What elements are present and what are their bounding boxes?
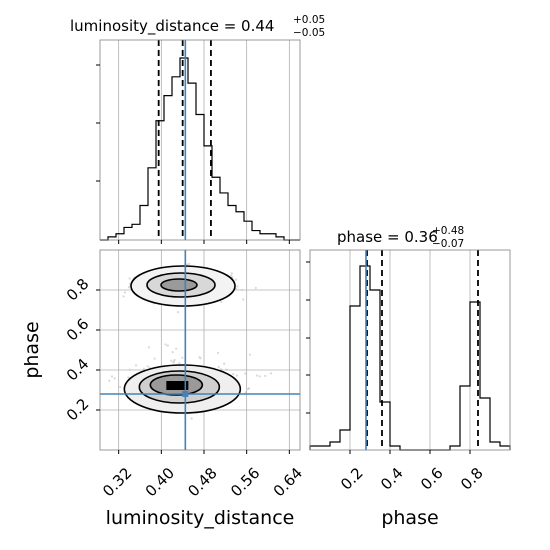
title-ld-main: luminosity_distance = 0.44 [70,17,274,36]
sample-point [255,374,259,377]
sample-point [176,311,180,314]
title-phase-main: phase = 0.36 [337,228,438,246]
sample-point [110,375,114,378]
title-phase-upper: +0.48 [432,225,464,237]
title-ld-upper: +0.05 [293,14,325,26]
sample-point [119,385,122,389]
y-tick-label-phase: 0.4 [63,355,93,385]
sample-point [190,417,193,420]
sample-point [142,367,146,370]
x-tick-label-luminosity-distance: 0.56 [227,464,263,500]
sample-point [186,263,189,266]
y-tick-label-phase: 0.8 [63,275,93,305]
sample-point [254,286,257,290]
sample-point [216,351,220,354]
sample-point [270,372,273,375]
x-tick-label-luminosity-distance: 0.64 [270,464,306,500]
sample-point [122,295,125,298]
sample-point [127,286,131,289]
x-tick-label-luminosity-distance: 0.32 [99,464,135,500]
sample-point [198,356,201,359]
sample-point [108,379,111,382]
y-tick-label-phase: 0.2 [63,395,93,425]
x-axis-label-phase: phase [381,507,438,529]
sample-point [230,272,233,275]
sample-point [230,274,233,277]
hist-phase-panel [306,249,511,454]
sample-point [235,287,238,291]
sample-point [175,347,178,350]
x-tick-label-luminosity-distance: 0.48 [184,464,220,500]
sample-point [217,365,220,369]
panel-frame [309,249,511,451]
panel-frame [99,249,301,451]
sample-point [164,343,167,346]
x-tick-label-phase: 0.6 [417,464,447,494]
sample-point [264,374,267,378]
density-peak [166,381,189,390]
sample-point [147,346,151,349]
sample-point [225,368,228,371]
x-tick-label-phase: 0.8 [457,464,487,494]
sample-point [220,368,223,371]
sample-point [123,291,127,294]
sample-point [128,277,131,280]
histogram-step-line [309,265,511,451]
sample-point [234,278,238,281]
contour-inner [160,278,198,292]
sample-point [134,364,138,367]
hist-luminosity-distance-panel [96,39,301,244]
sample-point [248,353,252,356]
sample-point [244,391,247,394]
sample-point [220,300,223,304]
sample-point [153,357,156,360]
density-2d-panel [96,249,301,454]
sample-point [241,288,244,291]
panel-frame [99,39,301,241]
x-axis-label-luminosity-distance: luminosity_distance [106,507,295,529]
sample-point [171,351,174,354]
x-tick-label-luminosity-distance: 0.40 [142,464,178,500]
sample-point [242,298,245,301]
sample-point [170,359,173,362]
sample-point [173,358,176,362]
sample-point [235,374,239,377]
sample-point [128,368,131,371]
sample-point [258,375,261,378]
sample-point [236,285,239,288]
sample-point [244,372,247,375]
title-phase: phase = 0.36 +0.48 −0.07 [337,225,464,250]
sample-point [223,362,226,365]
y-tick-label-phase: 0.6 [63,315,93,345]
sample-point [172,361,175,364]
y-axis-label-phase: phase [21,321,43,378]
title-luminosity-distance: luminosity_distance = 0.44 +0.05 −0.05 [70,14,325,39]
title-ld-lower: −0.05 [293,27,325,39]
sample-point [247,387,250,391]
truth-marker [182,391,189,397]
sample-point [232,372,235,376]
sample-point [146,365,149,368]
sample-point [113,377,116,380]
x-tick-label-phase: 0.2 [337,464,367,494]
x-tick-label-phase: 0.4 [377,464,407,494]
histogram-step-line [100,57,300,241]
sample-point [188,262,191,265]
title-phase-lower: −0.07 [432,238,464,250]
sample-point [181,356,184,359]
sample-point [166,344,169,347]
sample-point [178,361,181,365]
